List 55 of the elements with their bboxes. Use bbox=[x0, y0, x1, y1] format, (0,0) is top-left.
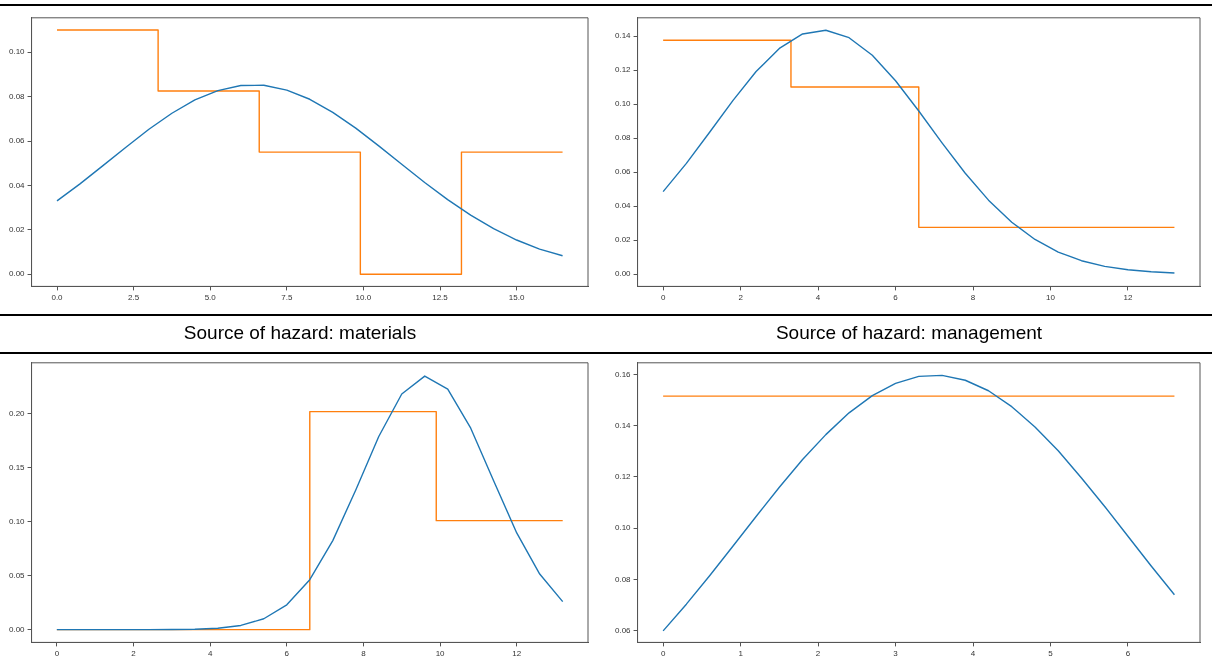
x-tick-label: 4 bbox=[207, 649, 213, 659]
y-tick-label: 0.15 bbox=[8, 462, 26, 472]
x-tick-label: 8 bbox=[970, 293, 976, 303]
y-tick-label: 0.10 bbox=[8, 47, 26, 57]
x-tick-label: 15.0 bbox=[508, 293, 525, 303]
y-tick-label: 0.12 bbox=[614, 472, 632, 482]
y-tick-label: 0.02 bbox=[8, 225, 26, 234]
y-tick-label: 0.10 bbox=[8, 516, 26, 526]
x-tick-label: 5.0 bbox=[204, 293, 217, 303]
x-tick-label: 4 bbox=[815, 293, 821, 303]
y-tick-label: 0.00 bbox=[614, 269, 632, 279]
x-tick-label: 10.0 bbox=[355, 293, 372, 303]
y-tick-label: 0.06 bbox=[614, 167, 632, 177]
x-tick-label: 6 bbox=[893, 293, 899, 303]
y-tick-label: 0.08 bbox=[614, 574, 632, 584]
x-tick-label: 5 bbox=[1048, 649, 1054, 659]
y-tick-label: 0.04 bbox=[614, 201, 632, 211]
y-tick-label: 0.10 bbox=[614, 523, 632, 533]
x-tick-label: 6 bbox=[284, 649, 290, 659]
y-tick-label: 0.16 bbox=[614, 369, 632, 379]
y-tick-label: 0.14 bbox=[614, 420, 632, 430]
x-tick-label: 6 bbox=[1125, 649, 1131, 659]
x-tick-label: 2 bbox=[738, 293, 744, 303]
y-tick-label: 0.00 bbox=[8, 624, 26, 634]
x-tick-label: 2 bbox=[815, 649, 821, 659]
text: Source of hazard: materials bbox=[182, 321, 418, 345]
x-tick-label: 2 bbox=[131, 649, 137, 659]
x-tick-label: 1 bbox=[738, 649, 744, 659]
x-tick-label: 12 bbox=[1123, 293, 1133, 303]
y-tick-label: 0.00 bbox=[8, 269, 26, 279]
x-tick-label: 12.5 bbox=[432, 293, 449, 303]
x-tick-label: 10 bbox=[1046, 293, 1056, 303]
y-tick-label: 0.14 bbox=[614, 31, 632, 41]
text: Source of hazard: management bbox=[774, 321, 1044, 345]
x-tick-label: 2.5 bbox=[128, 293, 140, 303]
y-tick-label: 0.04 bbox=[8, 180, 26, 190]
y-tick-label: 0.08 bbox=[614, 133, 632, 143]
y-tick-label: 0.12 bbox=[614, 65, 632, 75]
y-tick-label: 0.06 bbox=[614, 626, 632, 636]
x-tick-label: 7.5 bbox=[281, 293, 293, 303]
x-tick-label: 4 bbox=[970, 649, 976, 659]
y-tick-label: 0.20 bbox=[8, 408, 26, 418]
x-tick-label: 0.0 bbox=[51, 293, 64, 303]
x-tick-label: 0 bbox=[54, 649, 60, 659]
x-tick-label: 10 bbox=[435, 649, 446, 659]
y-tick-label: 0.06 bbox=[8, 136, 26, 146]
y-tick-label: 0.02 bbox=[614, 235, 632, 245]
x-tick-label: 0 bbox=[660, 293, 666, 303]
x-tick-label: 12 bbox=[512, 649, 522, 659]
x-tick-label: 3 bbox=[893, 649, 899, 659]
y-tick-label: 0.08 bbox=[8, 91, 26, 101]
y-tick-label: 0.10 bbox=[614, 99, 632, 109]
y-tick-label: 0.05 bbox=[8, 570, 26, 580]
x-tick-label: 0 bbox=[660, 649, 666, 659]
x-tick-label: 8 bbox=[361, 649, 367, 659]
